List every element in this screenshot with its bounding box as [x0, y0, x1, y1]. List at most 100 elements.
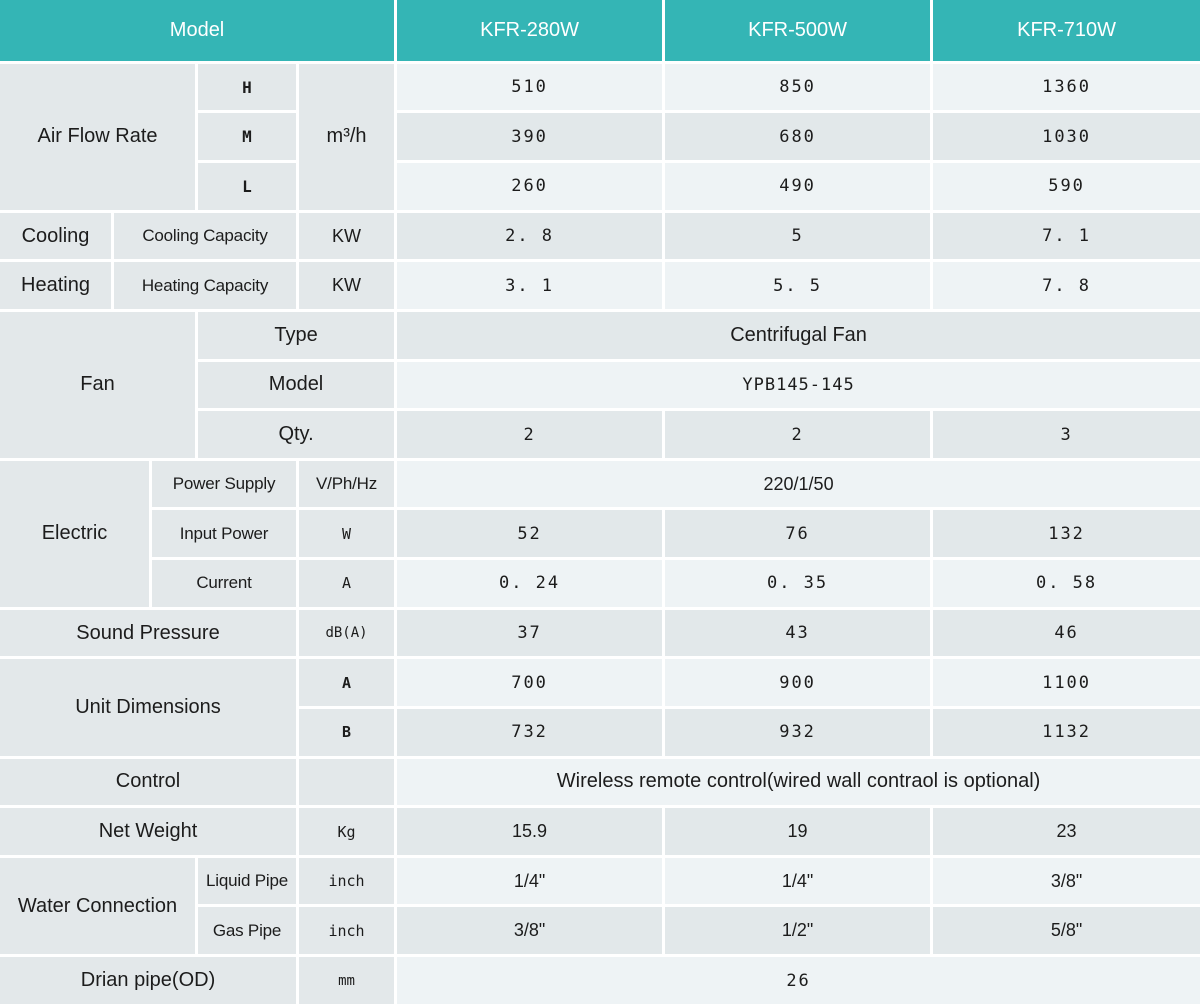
air-flow-level-m: M: [198, 113, 296, 161]
air-flow-l-280w: 260: [397, 163, 663, 210]
control-value: Wireless remote control(wired wall contr…: [397, 758, 1200, 806]
dimension-a-710w: 1100: [933, 659, 1200, 706]
fan-type-value: Centrifugal Fan: [397, 311, 1200, 359]
row-liquid-pipe: Water Connection Liquid Pipe inch 1/4" 1…: [0, 857, 1200, 955]
power-supply-value: 220/1/50: [397, 460, 1200, 508]
heating-label: Heating: [0, 262, 111, 309]
liquid-pipe-500w: 1/4": [665, 857, 931, 905]
current-500w: 0. 35: [665, 560, 931, 607]
liquid-pipe-label: Liquid Pipe: [198, 857, 296, 905]
air-flow-l-710w: 590: [933, 163, 1200, 210]
row-net-weight: Net Weight Kg 15.9 19 23: [0, 808, 1200, 855]
current-280w: 0. 24: [397, 560, 663, 607]
row-sound-pressure: Sound Pressure dB(A) 37 43 46: [0, 609, 1200, 657]
liquid-pipe-710w: 3/8": [933, 857, 1200, 905]
air-flow-h-710w: 1360: [933, 63, 1200, 111]
row-power-supply: Electric Power Supply V/Ph/Hz 220/1/50: [0, 460, 1200, 607]
air-flow-level-h: H: [198, 63, 296, 111]
control-label: Control: [0, 758, 296, 806]
fan-qty-280w: 2: [397, 411, 663, 458]
current-710w: 0. 58: [933, 560, 1200, 607]
dimension-a-280w: 700: [397, 659, 663, 706]
row-cooling: Cooling Cooling Capacity KW 2. 8 5 7. 1: [0, 212, 1200, 260]
row-fan-type: Fan Type Centrifugal Fan: [0, 311, 1200, 458]
cooling-label: Cooling: [0, 212, 111, 260]
row-air-flow-h: Air Flow Rate H m³/h 510 850 1360: [0, 63, 1200, 210]
row-drain-pipe: Drian pipe(OD) mm 26: [0, 957, 1200, 1004]
row-current: Current A 0. 24 0. 35 0. 58: [0, 560, 1200, 607]
drain-pipe-unit: mm: [299, 957, 395, 1004]
column-header-kfr-710w: KFR-710W: [933, 0, 1200, 61]
input-power-280w: 52: [397, 510, 663, 558]
row-air-flow-m: M 390 680 1030: [0, 113, 1200, 161]
gas-pipe-280w: 3/8": [397, 907, 663, 955]
row-gas-pipe: Gas Pipe inch 3/8" 1/2" 5/8": [0, 907, 1200, 955]
dimension-a-label: A: [299, 659, 395, 706]
row-input-power: Input Power W 52 76 132: [0, 510, 1200, 558]
air-flow-h-500w: 850: [665, 63, 931, 111]
fan-qty-710w: 3: [933, 411, 1200, 458]
row-dimension-b: B 732 932 1132: [0, 708, 1200, 756]
header-row: Model KFR-280W KFR-500W KFR-710W: [0, 0, 1200, 61]
gas-pipe-unit: inch: [299, 907, 395, 955]
input-power-500w: 76: [665, 510, 931, 558]
column-header-kfr-500w: KFR-500W: [665, 0, 931, 61]
electric-label: Electric: [0, 460, 149, 607]
heating-capacity-label: Heating Capacity: [114, 262, 296, 309]
input-power-710w: 132: [933, 510, 1200, 558]
power-supply-label: Power Supply: [152, 460, 296, 508]
row-fan-model: Model YPB145-145: [0, 361, 1200, 409]
sound-pressure-unit: dB(A): [299, 609, 395, 657]
column-header-kfr-280w: KFR-280W: [397, 0, 663, 61]
air-flow-m-500w: 680: [665, 113, 931, 161]
gas-pipe-label: Gas Pipe: [198, 907, 296, 955]
liquid-pipe-unit: inch: [299, 857, 395, 905]
row-fan-qty: Qty. 2 2 3: [0, 411, 1200, 458]
model-header-cell: Model: [0, 0, 395, 61]
row-control: Control Wireless remote control(wired wa…: [0, 758, 1200, 806]
dimension-b-500w: 932: [665, 708, 931, 756]
liquid-pipe-280w: 1/4": [397, 857, 663, 905]
drain-pipe-label: Drian pipe(OD): [0, 957, 296, 1004]
air-flow-unit: m³/h: [299, 63, 395, 210]
sound-pressure-710w: 46: [933, 609, 1200, 657]
water-connection-label: Water Connection: [0, 857, 195, 955]
row-heating: Heating Heating Capacity KW 3. 1 5. 5 7.…: [0, 262, 1200, 309]
sound-pressure-500w: 43: [665, 609, 931, 657]
dimension-b-280w: 732: [397, 708, 663, 756]
row-dimension-a: Unit Dimensions A 700 900 1100: [0, 659, 1200, 756]
dimension-a-500w: 900: [665, 659, 931, 706]
current-unit: A: [299, 560, 395, 607]
net-weight-label: Net Weight: [0, 808, 296, 855]
net-weight-unit: Kg: [299, 808, 395, 855]
air-flow-m-280w: 390: [397, 113, 663, 161]
heating-710w: 7. 8: [933, 262, 1200, 309]
current-label: Current: [152, 560, 296, 607]
fan-model-value: YPB145-145: [397, 361, 1200, 409]
air-flow-h-280w: 510: [397, 63, 663, 111]
sound-pressure-label: Sound Pressure: [0, 609, 296, 657]
input-power-label: Input Power: [152, 510, 296, 558]
net-weight-500w: 19: [665, 808, 931, 855]
fan-qty-500w: 2: [665, 411, 931, 458]
cooling-710w: 7. 1: [933, 212, 1200, 260]
fan-model-label: Model: [198, 361, 395, 409]
control-unit-empty: [299, 758, 395, 806]
input-power-unit: W: [299, 510, 395, 558]
cooling-unit: KW: [299, 212, 395, 260]
air-flow-level-l: L: [198, 163, 296, 210]
power-supply-unit: V/Ph/Hz: [299, 460, 395, 508]
gas-pipe-500w: 1/2": [665, 907, 931, 955]
fan-label: Fan: [0, 311, 195, 458]
air-flow-l-500w: 490: [665, 163, 931, 210]
cooling-280w: 2. 8: [397, 212, 663, 260]
row-air-flow-l: L 260 490 590: [0, 163, 1200, 210]
fan-qty-label: Qty.: [198, 411, 395, 458]
heating-280w: 3. 1: [397, 262, 663, 309]
cooling-500w: 5: [665, 212, 931, 260]
gas-pipe-710w: 5/8": [933, 907, 1200, 955]
fan-type-label: Type: [198, 311, 395, 359]
unit-dimensions-label: Unit Dimensions: [0, 659, 296, 756]
